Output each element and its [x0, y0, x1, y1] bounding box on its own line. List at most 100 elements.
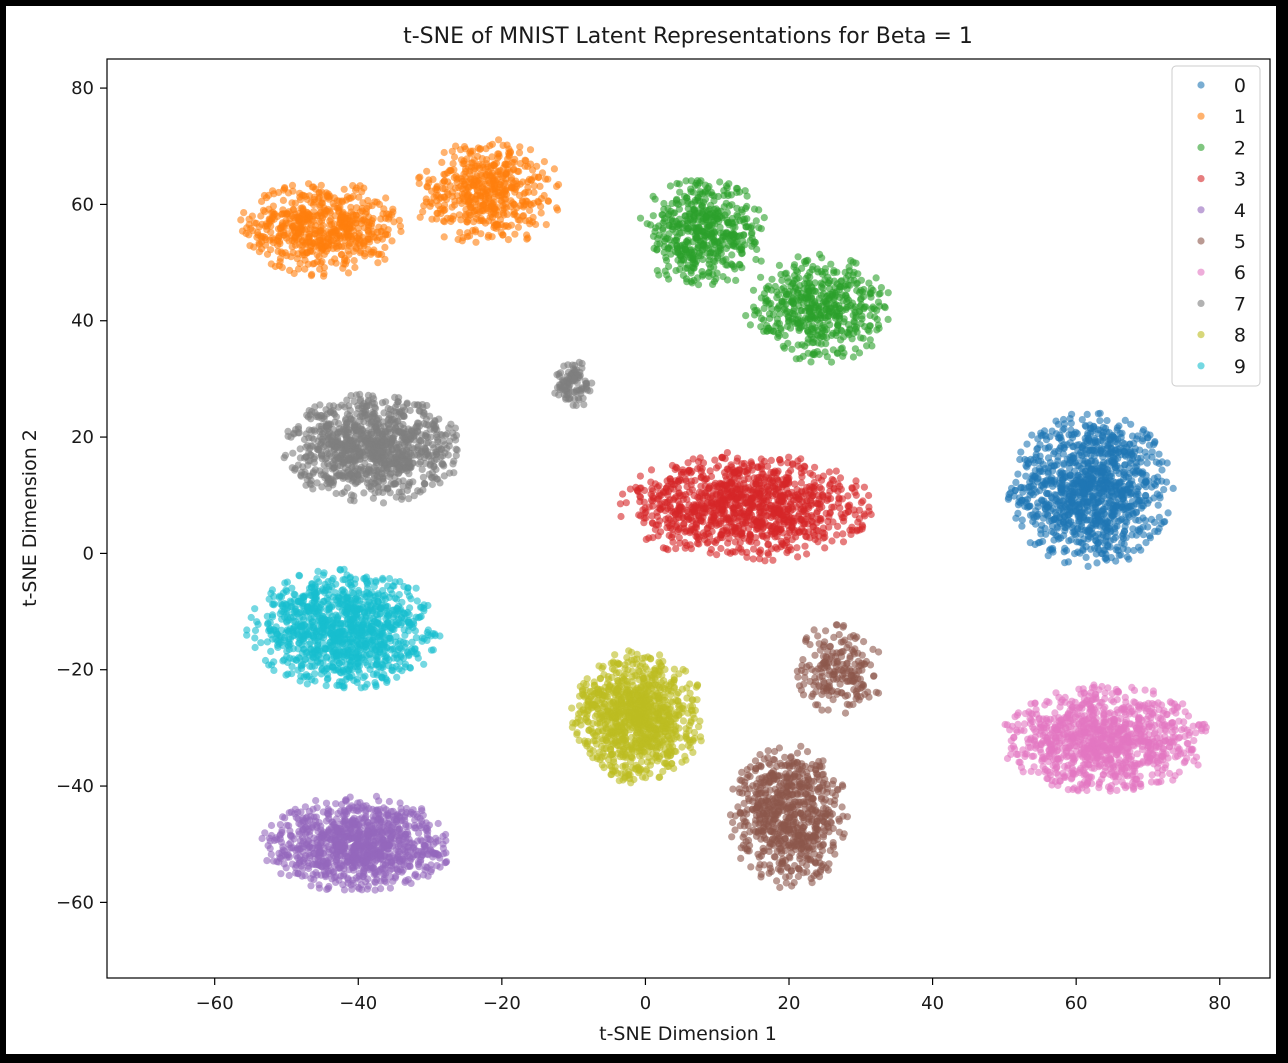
- point-digit-1: [316, 265, 324, 273]
- point-digit-3: [772, 485, 780, 493]
- point-digit-0: [1126, 449, 1134, 457]
- point-digit-0: [1014, 470, 1022, 478]
- point-digit-0: [1080, 516, 1088, 524]
- point-digit-1: [336, 232, 345, 240]
- point-digit-3: [695, 533, 703, 541]
- point-digit-0: [1131, 470, 1139, 478]
- point-digit-1: [316, 209, 324, 217]
- point-digit-2: [876, 289, 884, 298]
- point-digit-3: [848, 484, 856, 492]
- point-digit-0: [1141, 448, 1149, 456]
- point-digit-1: [381, 255, 389, 263]
- point-digit-1: [497, 229, 505, 237]
- point-digit-1: [339, 264, 347, 272]
- point-digit-0: [1076, 476, 1084, 484]
- point-digit-4: [386, 884, 394, 892]
- point-digit-1: [267, 260, 275, 268]
- point-digit-3: [772, 474, 781, 482]
- point-digit-1: [351, 263, 359, 272]
- point-digit-1: [352, 219, 360, 227]
- point-digit-0: [1066, 464, 1074, 472]
- point-digit-1: [420, 202, 428, 210]
- point-digit-2: [780, 344, 789, 352]
- point-digit-1: [389, 205, 397, 213]
- point-digit-0: [1079, 489, 1087, 497]
- point-digit-1: [314, 195, 322, 203]
- point-digit-3: [704, 498, 712, 506]
- point-digit-3: [724, 493, 733, 502]
- point-digit-2: [682, 237, 691, 246]
- point-digit-1: [433, 197, 441, 205]
- point-digit-1: [352, 243, 360, 251]
- point-digit-0: [1068, 410, 1076, 418]
- point-digit-1: [472, 238, 480, 246]
- point-digit-3: [846, 501, 854, 509]
- point-digit-0: [1087, 425, 1095, 433]
- point-digit-2: [716, 178, 724, 186]
- point-digit-2: [696, 190, 704, 198]
- point-digit-0: [1088, 482, 1096, 490]
- point-digit-3: [716, 534, 724, 542]
- point-digit-0: [1137, 454, 1145, 462]
- point-digit-1: [301, 192, 309, 200]
- point-digit-2: [714, 192, 723, 201]
- point-digit-1: [508, 184, 516, 192]
- point-digit-2: [789, 294, 798, 302]
- point-digit-1: [258, 220, 266, 228]
- point-digit-0: [1101, 524, 1109, 532]
- point-digit-0: [1053, 461, 1061, 469]
- point-digit-3: [828, 537, 836, 545]
- point-digit-2: [801, 342, 809, 350]
- point-digit-1: [460, 197, 468, 205]
- point-digit-1: [484, 189, 492, 197]
- point-digit-0: [1151, 481, 1159, 489]
- point-digit-1: [289, 205, 297, 214]
- point-digit-0: [1151, 527, 1159, 536]
- point-digit-1: [457, 146, 465, 154]
- point-digit-1: [476, 170, 484, 178]
- point-digit-2: [782, 290, 791, 298]
- point-digit-3: [788, 524, 796, 532]
- point-digit-1: [449, 160, 457, 168]
- point-digit-1: [505, 145, 513, 153]
- point-digit-1: [425, 176, 433, 184]
- point-digit-3: [759, 494, 767, 502]
- point-digit-2: [866, 311, 874, 320]
- point-digit-1: [479, 161, 487, 169]
- point-digit-0: [1022, 472, 1030, 480]
- point-digit-2: [881, 304, 889, 312]
- point-digit-1: [242, 229, 250, 238]
- point-digit-0: [1024, 459, 1032, 467]
- point-digit-2: [790, 304, 798, 312]
- point-digit-1: [358, 216, 367, 225]
- point-digit-3: [825, 468, 834, 476]
- point-digit-3: [699, 472, 707, 480]
- point-digit-1: [298, 221, 306, 229]
- point-digit-0: [1099, 468, 1107, 476]
- point-digit-3: [712, 500, 720, 508]
- point-digit-1: [446, 167, 454, 175]
- point-digit-4: [418, 807, 426, 815]
- point-digit-2: [884, 315, 892, 323]
- point-digit-2: [784, 278, 793, 286]
- point-digit-3: [785, 474, 793, 482]
- point-digit-0: [1078, 416, 1086, 424]
- point-digit-1: [535, 173, 543, 181]
- point-digit-1: [296, 241, 304, 249]
- point-digit-1: [504, 236, 512, 244]
- point-digit-1: [283, 210, 291, 218]
- point-digit-1: [310, 259, 318, 268]
- point-digit-2: [762, 299, 770, 307]
- point-digit-3: [779, 476, 787, 484]
- point-digit-2: [743, 192, 751, 200]
- point-digit-1: [499, 172, 508, 180]
- point-digit-0: [1094, 498, 1102, 506]
- point-digit-2: [866, 322, 874, 330]
- point-digit-0: [1106, 472, 1114, 481]
- point-digit-0: [1142, 539, 1150, 547]
- point-digit-4: [325, 807, 333, 815]
- point-digit-0: [1155, 513, 1163, 521]
- point-digit-0: [1092, 439, 1100, 447]
- point-digit-1: [494, 150, 502, 158]
- point-digit-3: [825, 513, 833, 521]
